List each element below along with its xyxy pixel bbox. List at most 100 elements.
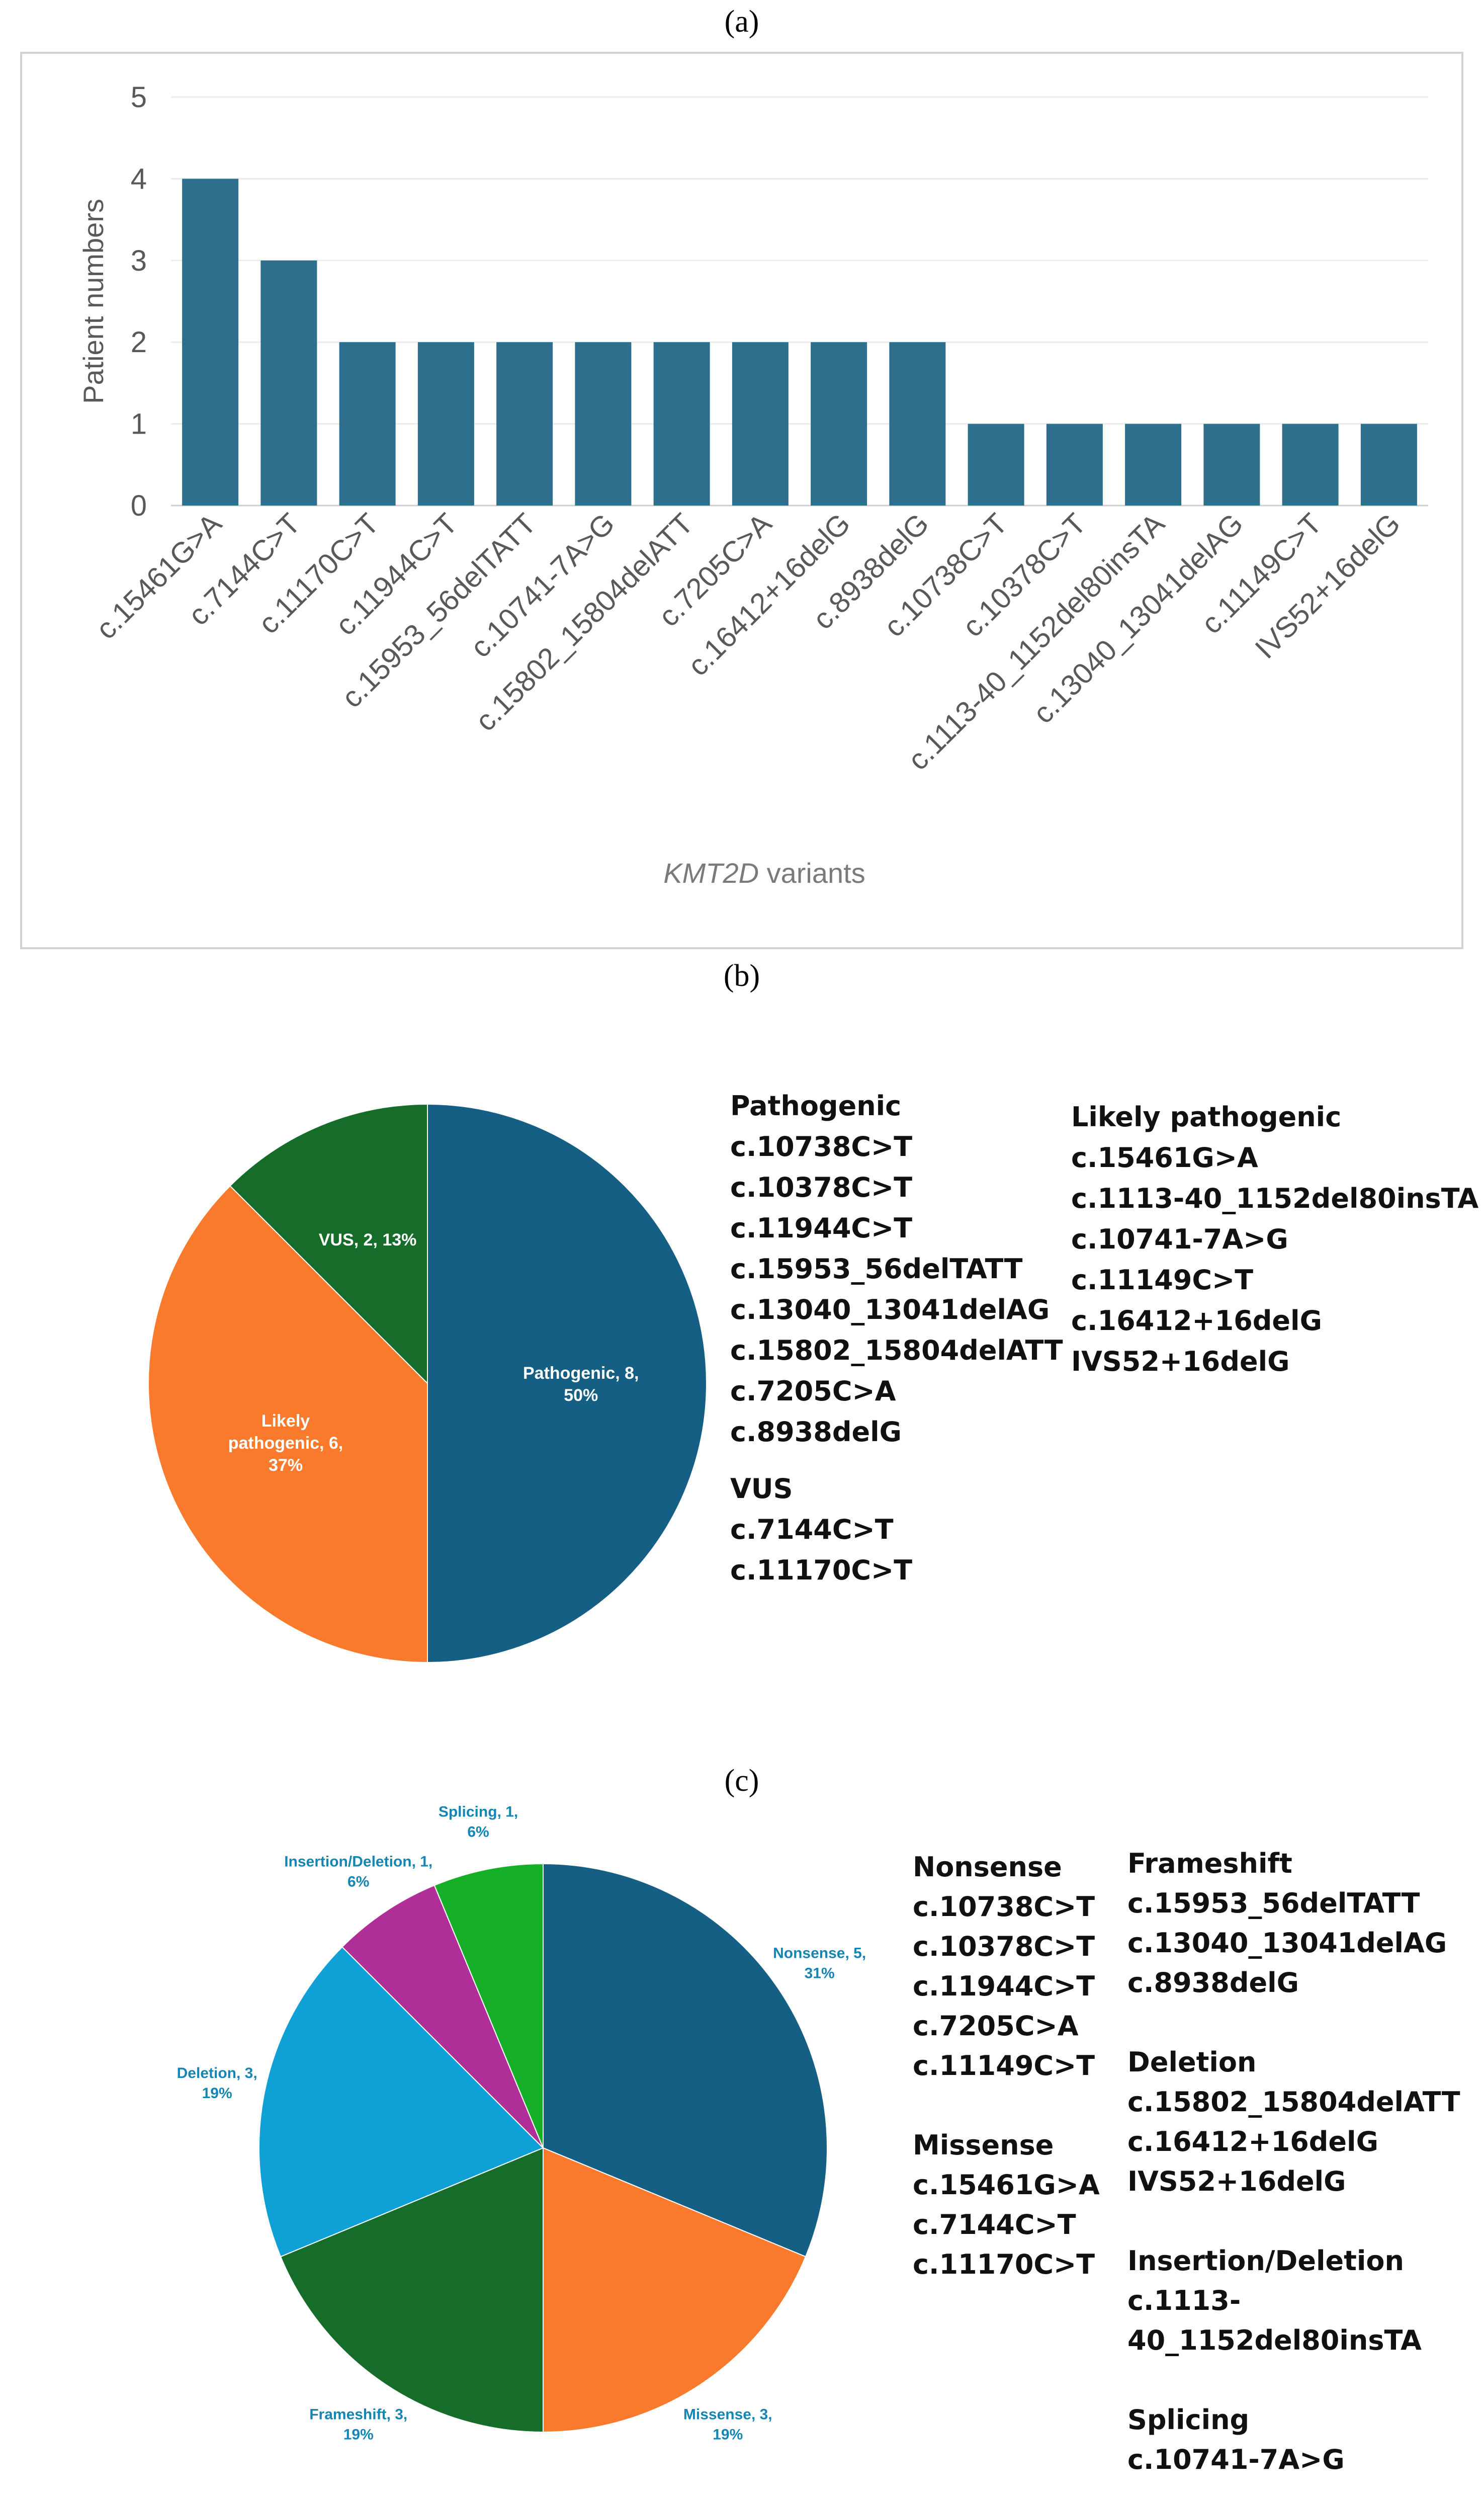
legend-item: c.15802_15804delATT bbox=[1127, 2086, 1460, 2118]
pie-data-label: 50% bbox=[564, 1386, 598, 1405]
legend-frameshift-etc: Frameshift c.15953_56delTATT c.13040_130… bbox=[1127, 1844, 1460, 2479]
legend-likely-pathogenic: Likely pathogenic c.15461G>A c.1113-40_1… bbox=[1071, 1097, 1478, 1382]
pie-slice-splicing bbox=[433, 1863, 544, 2148]
pie-data-label: 6% bbox=[347, 1873, 369, 1890]
pie-data-label: Insertion/Deletion, 1, bbox=[284, 1853, 432, 1870]
pie-data-label: 6% bbox=[467, 1824, 489, 1841]
pie-data-label: Missense, 3, bbox=[683, 2406, 772, 2423]
legend-heading-vus: VUS bbox=[730, 1473, 793, 1505]
legend-item: c.11944C>T bbox=[730, 1212, 913, 1244]
legend-heading-nonsense: Nonsense bbox=[913, 1851, 1062, 1883]
legend-item: c.8938delG bbox=[730, 1416, 902, 1448]
pie-slice-insertion-deletion bbox=[341, 1884, 544, 2148]
legend-item: c.11944C>T bbox=[913, 1970, 1095, 2002]
legend-heading-pathogenic: Pathogenic bbox=[730, 1090, 902, 1122]
legend-item: 40_1152del80insTA bbox=[1127, 2324, 1422, 2356]
legend-pathogenic: Pathogenic c.10738C>T c.10378C>T c.11944… bbox=[730, 1086, 1063, 1591]
pie-data-label: VUS, 2, 13% bbox=[319, 1230, 417, 1250]
pie-data-label: Likely bbox=[261, 1411, 310, 1431]
pie-chart-pathogenicity: Pathogenic, 8, 50% Likely pathogenic, 6, 37%… bbox=[148, 1103, 707, 1664]
bar bbox=[811, 342, 867, 506]
legend-item: c.7144C>T bbox=[730, 1514, 894, 1545]
pie-data-label: Splicing, 1, bbox=[439, 1804, 518, 1820]
bar bbox=[968, 424, 1024, 506]
bar bbox=[653, 342, 710, 506]
pie-slice-missense bbox=[543, 2147, 807, 2433]
y-tick-label: 3 bbox=[131, 244, 147, 277]
legend-item: c.15461G>A bbox=[913, 2169, 1100, 2201]
bar bbox=[1360, 424, 1417, 506]
legend-item: c.7205C>A bbox=[913, 2010, 1079, 2042]
pie-chart-variant-type: Nonsense, 5, 31% Missense, 3, 19% Frameshift… bbox=[177, 1804, 866, 2443]
legend-item: c.13040_13041delAG bbox=[1127, 1927, 1447, 1959]
pie-data-label: Pathogenic, 8, bbox=[523, 1364, 639, 1383]
y-tick-label: 5 bbox=[131, 81, 147, 114]
panel-a-label: (a) bbox=[641, 4, 842, 40]
y-tick-label: 0 bbox=[131, 489, 147, 522]
bar bbox=[260, 260, 317, 506]
legend-item: c.10738C>T bbox=[913, 1891, 1095, 1923]
bar bbox=[1282, 424, 1339, 506]
legend-item: c.10741-7A>G bbox=[1071, 1223, 1288, 1255]
legend-heading-deletion: Deletion bbox=[1127, 2046, 1257, 2078]
legend-item: c.8938delG bbox=[1127, 1967, 1299, 1999]
bar bbox=[575, 342, 632, 506]
pie-data-label: 19% bbox=[343, 2427, 374, 2443]
legend-item: c.13040_13041delAG bbox=[730, 1294, 1050, 1325]
legend-item: c.11149C>T bbox=[1071, 1264, 1254, 1296]
pie-data-label: 31% bbox=[805, 1965, 835, 1982]
legend-heading-frameshift: Frameshift bbox=[1127, 1848, 1292, 1879]
bar bbox=[182, 179, 239, 506]
pie-slice-vus bbox=[229, 1103, 428, 1385]
pie-slice-likely-pathogenic bbox=[148, 1185, 428, 1664]
legend-item: c.15461G>A bbox=[1071, 1142, 1258, 1174]
bar bbox=[1046, 424, 1103, 506]
pie-data-label: 37% bbox=[269, 1456, 303, 1475]
pie-data-label: Deletion, 3, bbox=[177, 2065, 257, 2082]
legend-item: c.10378C>T bbox=[730, 1172, 913, 1203]
pie-data-label: Frameshift, 3, bbox=[309, 2406, 407, 2423]
pie-data-label: Nonsense, 5, bbox=[773, 1945, 866, 1962]
y-tick-label: 1 bbox=[131, 408, 147, 441]
legend-item: c.7205C>A bbox=[730, 1375, 896, 1407]
legend-item: c.15802_15804delATT bbox=[730, 1335, 1063, 1366]
legend-item: c.11170C>T bbox=[913, 2249, 1095, 2280]
legend-heading-splicing: Splicing bbox=[1127, 2404, 1250, 2436]
y-tick-label: 4 bbox=[131, 162, 147, 195]
bar bbox=[889, 342, 946, 506]
x-axis-label: KMT2D variants bbox=[663, 857, 865, 889]
bar bbox=[339, 342, 396, 506]
panel-c-text: (c) bbox=[724, 1764, 759, 1798]
legend-item: c.7144C>T bbox=[913, 2209, 1076, 2240]
legend-item: c.16412+16delG bbox=[1127, 2126, 1378, 2157]
legend-item: c.1113- bbox=[1127, 2285, 1241, 2316]
legend-heading-insertion-deletion: Insertion/Deletion bbox=[1127, 2245, 1404, 2277]
pie-data-label: 19% bbox=[713, 2427, 743, 2443]
legend-item: c.11170C>T bbox=[730, 1554, 913, 1586]
legend-item: c.15953_56delTATT bbox=[1127, 1887, 1420, 1919]
pie-data-label: 19% bbox=[202, 2085, 232, 2102]
panel-c-label: (c) bbox=[641, 1763, 842, 1799]
legend-item: c.16412+16delG bbox=[1071, 1305, 1322, 1337]
bar bbox=[496, 342, 553, 506]
legend-nonsense-missense: Nonsense c.10738C>T c.10378C>T c.11944C>… bbox=[913, 1847, 1100, 2284]
bar bbox=[1125, 424, 1182, 506]
panel-a-text: (a) bbox=[724, 5, 759, 39]
panel-b-label: (b) bbox=[641, 958, 842, 994]
legend-item: c.10738C>T bbox=[730, 1131, 913, 1162]
panel-b-text: (b) bbox=[723, 959, 760, 993]
bar bbox=[732, 342, 789, 506]
bar-chart: 012345c.15461G>Ac.7144C>Tc.11170C>Tc.119… bbox=[20, 52, 1463, 949]
legend-heading-missense: Missense bbox=[913, 2129, 1054, 2161]
legend-item: c.1113-40_1152del80insTA bbox=[1071, 1183, 1479, 1214]
legend-item: c.11149C>T bbox=[913, 2050, 1095, 2082]
bar bbox=[417, 342, 474, 506]
pie-slice-pathogenic bbox=[427, 1103, 707, 1664]
legend-heading-likely-pathogenic: Likely pathogenic bbox=[1071, 1101, 1342, 1133]
y-tick-label: 2 bbox=[131, 326, 147, 359]
legend-item: c.10378C>T bbox=[913, 1931, 1095, 1962]
bar bbox=[1203, 424, 1260, 506]
y-axis-label: Patient numbers bbox=[77, 199, 109, 404]
pie-slice-nonsense bbox=[543, 1863, 828, 2258]
pie-data-label: pathogenic, 6, bbox=[228, 1434, 343, 1453]
